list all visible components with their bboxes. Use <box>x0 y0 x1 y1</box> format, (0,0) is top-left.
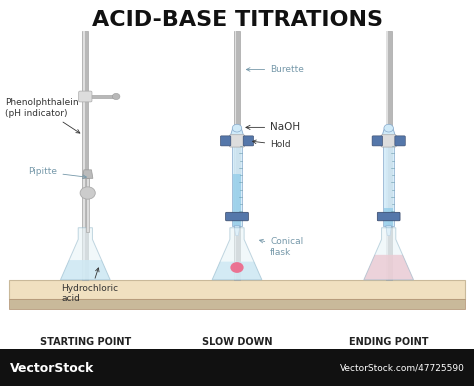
Text: Hydrochloric
acid: Hydrochloric acid <box>62 268 119 303</box>
Polygon shape <box>212 228 262 280</box>
Polygon shape <box>386 226 392 235</box>
FancyBboxPatch shape <box>233 174 241 226</box>
FancyBboxPatch shape <box>82 31 88 280</box>
Text: Burette: Burette <box>246 65 304 74</box>
Polygon shape <box>364 255 413 280</box>
Text: ENDING POINT: ENDING POINT <box>349 337 428 347</box>
FancyBboxPatch shape <box>243 136 254 146</box>
Text: Phenolphthalein
(pH indicator): Phenolphthalein (pH indicator) <box>5 98 80 133</box>
Text: SLOW DOWN: SLOW DOWN <box>202 337 272 347</box>
FancyBboxPatch shape <box>86 178 89 232</box>
Circle shape <box>232 124 242 132</box>
Text: VectorStock.com/47725590: VectorStock.com/47725590 <box>340 364 465 373</box>
FancyBboxPatch shape <box>0 349 474 386</box>
FancyBboxPatch shape <box>381 135 396 147</box>
Text: Pipitte: Pipitte <box>28 167 86 178</box>
FancyBboxPatch shape <box>395 136 405 146</box>
FancyBboxPatch shape <box>85 95 116 98</box>
FancyBboxPatch shape <box>386 31 392 280</box>
FancyBboxPatch shape <box>226 212 248 221</box>
Polygon shape <box>229 128 245 139</box>
FancyBboxPatch shape <box>377 212 400 221</box>
FancyBboxPatch shape <box>384 208 393 226</box>
FancyBboxPatch shape <box>86 178 89 187</box>
FancyBboxPatch shape <box>83 31 85 280</box>
Circle shape <box>384 124 393 132</box>
Polygon shape <box>381 128 396 139</box>
Text: Hold: Hold <box>253 140 291 149</box>
Polygon shape <box>61 260 110 280</box>
Circle shape <box>80 187 95 199</box>
FancyBboxPatch shape <box>232 139 242 226</box>
FancyBboxPatch shape <box>79 91 92 102</box>
Polygon shape <box>61 228 110 280</box>
Text: NaOH: NaOH <box>246 122 301 132</box>
FancyBboxPatch shape <box>220 136 231 146</box>
Polygon shape <box>212 262 262 280</box>
Text: ACID-BASE TITRATIONS: ACID-BASE TITRATIONS <box>91 10 383 30</box>
Polygon shape <box>82 170 93 178</box>
FancyBboxPatch shape <box>234 31 240 280</box>
Polygon shape <box>364 228 413 280</box>
Polygon shape <box>234 226 240 235</box>
FancyBboxPatch shape <box>372 136 383 146</box>
FancyBboxPatch shape <box>229 135 245 147</box>
Text: STARTING POINT: STARTING POINT <box>40 337 131 347</box>
FancyBboxPatch shape <box>383 139 394 226</box>
Circle shape <box>112 93 120 100</box>
FancyBboxPatch shape <box>9 299 465 309</box>
FancyBboxPatch shape <box>235 31 237 280</box>
Circle shape <box>230 262 244 273</box>
Text: Conical
flask: Conical flask <box>260 237 303 257</box>
Text: VectorStock: VectorStock <box>9 362 94 375</box>
FancyBboxPatch shape <box>386 31 388 280</box>
FancyBboxPatch shape <box>9 280 465 299</box>
